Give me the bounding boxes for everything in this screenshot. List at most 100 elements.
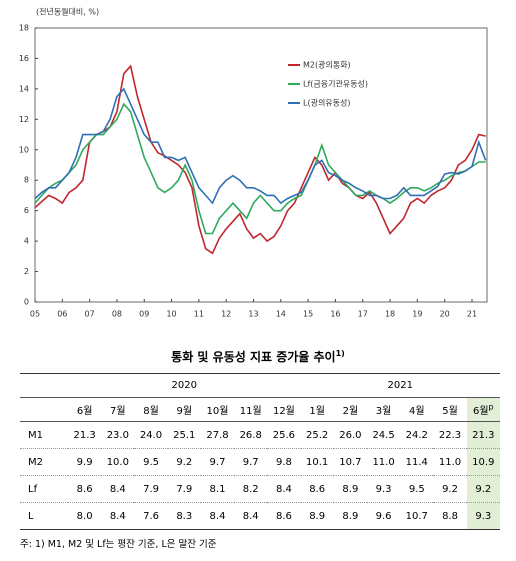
y-axis-label: (전년동월대비, %) (36, 7, 99, 17)
year-header: 2020 (68, 373, 301, 398)
x-tick-label: 16 (330, 310, 340, 319)
month-text: 7월 (110, 406, 126, 417)
table-cell: 8.6 (68, 475, 102, 503)
table-cell: 26.0 (333, 421, 367, 449)
table-block: 통화 및 유동성 지표 증가율 추이1) 2020 2021 6월 7월 8월 9월 10월… (0, 348, 516, 550)
x-tick-label: 12 (221, 310, 231, 319)
x-tick-label: 11 (194, 310, 204, 319)
x-tick-label: 19 (412, 310, 422, 319)
month-text: 6월 (76, 406, 93, 417)
table-cell: 8.4 (200, 502, 235, 530)
table-row: M2 9.9 10.0 9.5 9.2 9.7 9.7 9.8 10.1 10.7 11.0 11.4… (20, 448, 500, 476)
table-cell: 8.3 (167, 502, 201, 530)
table-cell: 9.2 (167, 448, 201, 476)
y-tick-label: 12 (19, 115, 29, 124)
month-text: 9월 (176, 406, 193, 417)
table-cell: 8.0 (68, 502, 102, 530)
table-cell: 8.9 (333, 475, 367, 503)
table-cell: 8.2 (234, 475, 268, 503)
legend-label: Lf(금융기관유동성) (303, 79, 368, 89)
table-cell: 8.4 (234, 502, 268, 530)
month-header: 7월 (101, 397, 135, 422)
month-header: 10월 (200, 397, 235, 422)
row-label: M2 (20, 448, 68, 476)
table-cell: 9.5 (134, 448, 168, 476)
month-header: 1월 (300, 397, 334, 422)
table-cell: 8.4 (101, 475, 135, 503)
month-text: 12월 (272, 406, 295, 417)
y-tick-label: 6 (24, 206, 29, 215)
table-row: L 8.0 8.4 7.6 8.3 8.4 8.4 8.6 8.9 8.9 9.6 10.7 8.8 9.… (20, 502, 500, 530)
table-cell: 25.6 (267, 421, 301, 449)
table-cell: 27.8 (200, 421, 235, 449)
table-cell: 11.4 (400, 448, 434, 476)
table-cell: 7.9 (167, 475, 201, 503)
month-text: 3월 (375, 406, 392, 417)
table-cell: 9.5 (400, 475, 434, 503)
y-tick-label: 18 (19, 24, 29, 33)
table-cell: 9.7 (200, 448, 235, 476)
table-cell: 8.4 (101, 502, 135, 530)
month-text: 2월 (342, 406, 359, 417)
corner (20, 373, 68, 398)
table-cell: 9.2 (433, 475, 467, 503)
x-tick-label: 06 (57, 310, 67, 319)
preliminary-mark: p (488, 402, 494, 412)
year-header: 2021 (300, 373, 500, 398)
x-tick-label: 15 (303, 310, 313, 319)
month-header: 8월 (134, 397, 168, 422)
table-cell: 10.9 (466, 448, 500, 476)
x-tick-label: 18 (385, 310, 395, 319)
corner (20, 397, 68, 422)
y-tick-label: 10 (19, 145, 29, 154)
table-cell: 11.0 (366, 448, 401, 476)
table-cell: 24.0 (134, 421, 168, 449)
table-cell: 10.1 (300, 448, 334, 476)
data-table: 2020 2021 6월 7월 8월 9월 10월 11월 12월 1월 2월 3월 4월 5월 6월p M1… (20, 373, 500, 530)
plot-frame (34, 27, 488, 303)
month-text: 1월 (309, 406, 325, 417)
year-row: 2020 2021 (20, 373, 500, 398)
month-header: 5월 (433, 397, 467, 422)
table-cell: 9.3 (366, 475, 401, 503)
series-line (34, 64, 486, 255)
x-tick-label: 09 (139, 310, 149, 319)
month-header: 4월 (400, 397, 434, 422)
x-tick-label: 13 (248, 310, 258, 319)
table-cell: 23.0 (101, 421, 135, 449)
table-cell: 22.3 (433, 421, 467, 449)
table-cell: 9.9 (68, 448, 102, 476)
month-text: 10월 (206, 406, 229, 417)
y-tick-label: 8 (24, 176, 29, 185)
x-tick-label: 14 (276, 310, 286, 319)
table-row: Lf 8.6 8.4 7.9 7.9 8.1 8.2 8.4 8.6 8.9 9.3 9.5 9.2 9.… (20, 475, 500, 503)
table-cell: 26.8 (234, 421, 268, 449)
table-cell: 9.3 (466, 502, 500, 530)
table-cell: 9.8 (267, 448, 301, 476)
x-tick-label: 08 (112, 310, 122, 319)
title-text: 통화 및 유동성 지표 증가율 추이 (171, 350, 336, 364)
table-cell: 11.0 (433, 448, 467, 476)
row-label: Lf (20, 475, 68, 503)
x-tick-label: 21 (467, 310, 477, 319)
month-header: 6월p (466, 397, 500, 422)
table-title: 통화 및 유동성 지표 증가율 추이1) (0, 348, 516, 365)
month-text: 8월 (143, 406, 159, 417)
month-text: 4월 (409, 406, 425, 417)
y-tick-label: 4 (24, 237, 29, 246)
month-text: 6월 (472, 406, 489, 417)
footnote: 주: 1) M1, M2 및 Lf는 평잔 기준, L은 말잔 기준 (20, 539, 217, 550)
row-label: L (20, 502, 68, 530)
table-cell: 7.9 (134, 475, 168, 503)
table-cell: 8.6 (267, 502, 301, 530)
x-tick-label: 17 (358, 310, 368, 319)
y-tick-label: 0 (24, 298, 29, 307)
x-tick-label: 07 (85, 310, 95, 319)
month-header: 11월 (234, 397, 268, 422)
row-label: M1 (20, 421, 68, 449)
y-tick-label: 2 (24, 267, 29, 276)
table-cell: 8.6 (300, 475, 334, 503)
month-header: 3월 (366, 397, 401, 422)
table-cell: 10.0 (101, 448, 135, 476)
